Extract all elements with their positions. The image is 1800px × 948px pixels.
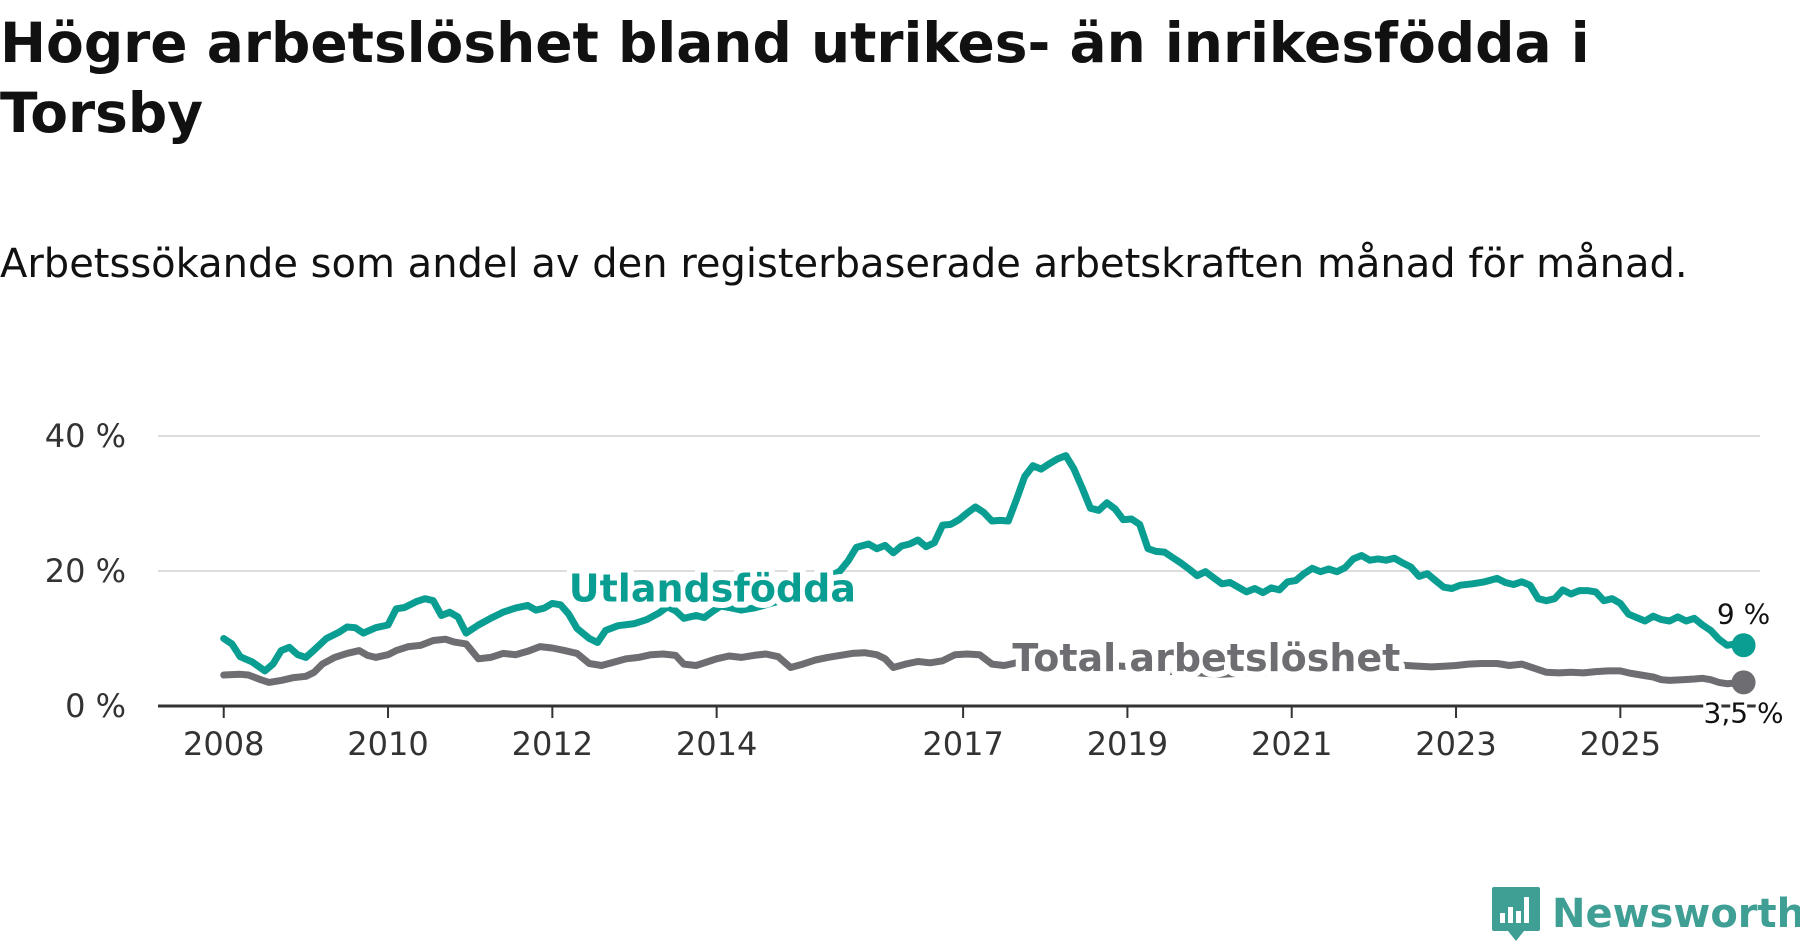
x-tick-label: 2008 [183, 725, 264, 763]
chart-title: Högre arbetslöshet bland utrikes- än inr… [0, 11, 1590, 145]
x-tick-label: 2012 [512, 725, 593, 763]
y-tick-label: 40 % [45, 417, 126, 455]
y-tick-label: 20 % [45, 552, 126, 590]
x-tick-label: 2010 [347, 725, 428, 763]
chart-subtitle: Arbetssökande som andel av den registerb… [0, 241, 1688, 287]
newsworthy-logo-icon [1492, 887, 1540, 941]
series-line-utlandsfodda [220, 452, 1748, 675]
end-label-utlandsfodda: 9 % [1717, 597, 1770, 630]
brand-logo: Newsworthy [1490, 884, 1800, 944]
x-tick-label: 2023 [1415, 725, 1496, 763]
brand-name: Newsworthy [1552, 891, 1800, 937]
x-tick-label: 2014 [676, 725, 757, 763]
y-tick-label: 0 % [65, 687, 126, 725]
x-tick-label: 2017 [922, 725, 1003, 763]
x-tick-label: 2025 [1580, 725, 1661, 763]
series-label-total: Total arbetslöshet [1012, 636, 1400, 680]
x-tick-label: 2019 [1087, 725, 1168, 763]
x-tick-label: 2021 [1251, 725, 1332, 763]
end-marker-total [1731, 670, 1756, 695]
series-line-total [220, 635, 1748, 688]
end-marker-utlandsfodda [1731, 633, 1756, 658]
end-label-total: 3,5 % [1704, 696, 1784, 729]
series-label-utlandsfodda: Utlandsfödda [569, 566, 856, 610]
